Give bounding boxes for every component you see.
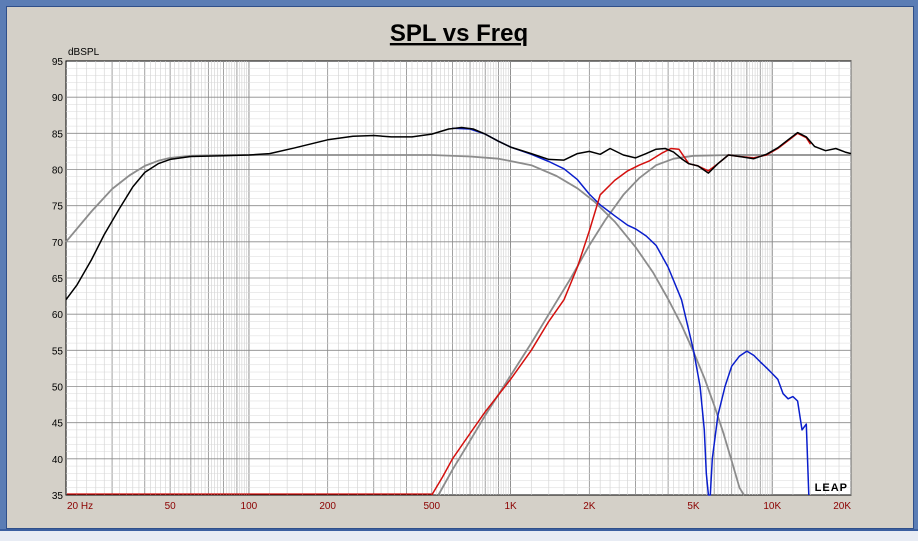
x-tick-label: 500 (423, 501, 440, 512)
total-curve (65, 126, 852, 301)
y-tick-label: 50 (52, 383, 64, 394)
target-hp-curve (437, 154, 851, 496)
x-tick-label: 1K (504, 501, 517, 512)
x-tick-labels: 20 Hz 50 100 200 500 1K 2K 5K 10K 20K (67, 501, 851, 512)
y-axis-label: dBSPL (68, 47, 100, 58)
y-tick-label: 90 (52, 93, 64, 104)
target-curve (65, 154, 745, 496)
y-tick-label: 45 (52, 419, 64, 430)
y-tick-label: 70 (52, 238, 64, 249)
y-tick-label: 65 (52, 274, 64, 285)
curves (65, 126, 852, 496)
x-tick-label: 10K (763, 501, 781, 512)
y-tick-label: 40 (52, 455, 64, 466)
chart-title: SPL vs Freq (390, 20, 528, 47)
y-tick-labels: 35 40 45 50 55 60 65 70 75 80 85 90 95 (52, 57, 64, 502)
x-tick-label: 200 (319, 501, 336, 512)
x-tick-label: 20K (833, 501, 851, 512)
y-tick-label: 55 (52, 346, 64, 357)
y-tick-label: 75 (52, 202, 64, 213)
leap-watermark: LEAP (815, 482, 848, 494)
chart-panel: SPL vs Freq dBSPL 35 40 45 50 55 60 65 70 75 80 85… (6, 6, 914, 529)
y-tick-label: 80 (52, 166, 64, 177)
x-tick-label: 100 (241, 501, 258, 512)
y-tick-label: 35 (52, 491, 64, 502)
x-tick-label: 20 Hz (67, 501, 93, 512)
y-tick-label: 85 (52, 129, 64, 140)
spl-chart: SPL vs Freq dBSPL 35 40 45 50 55 60 65 70 75 80 85… (52, 20, 852, 512)
x-tick-label: 2K (583, 501, 596, 512)
woofer-curve (452, 127, 810, 496)
y-tick-label: 95 (52, 57, 64, 68)
y-tick-label: 60 (52, 310, 64, 321)
window-bottom-edge (0, 529, 918, 541)
x-tick-label: 5K (687, 501, 700, 512)
x-tick-label: 50 (165, 501, 177, 512)
grid (66, 61, 852, 495)
